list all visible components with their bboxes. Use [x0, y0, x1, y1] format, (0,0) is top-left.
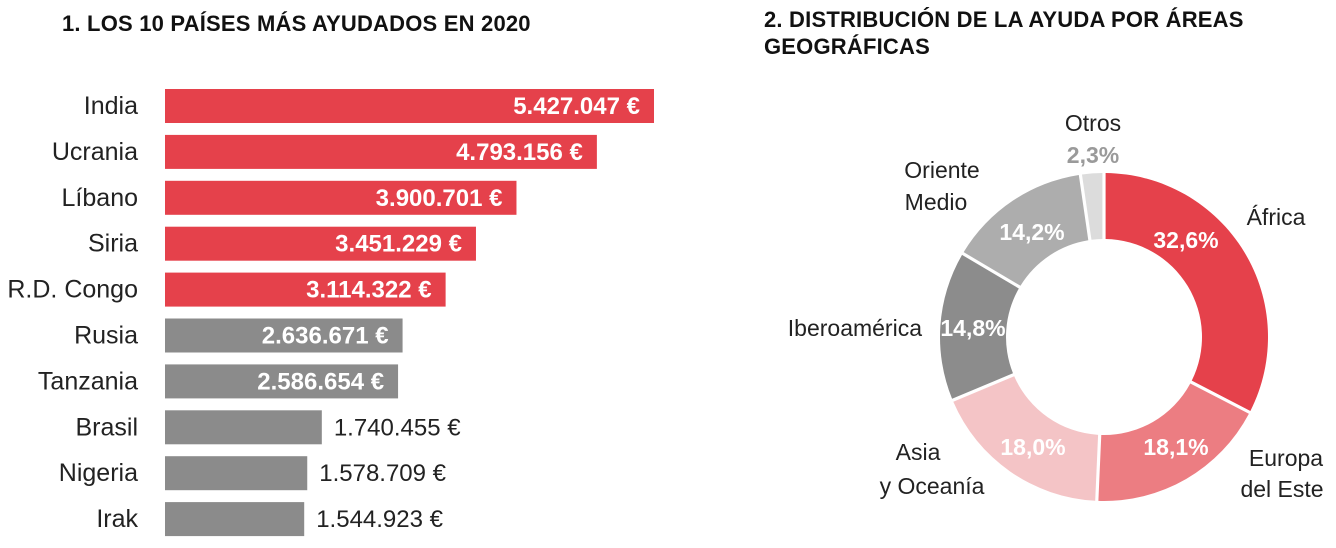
- bar: [165, 180, 517, 215]
- bar-value-label: 2.586.654 €: [257, 368, 384, 395]
- bar-category-label: Irak: [96, 505, 138, 533]
- donut-segment-group: África 32,6%: [1105, 173, 1306, 411]
- donut-slice-label: África: [1247, 204, 1306, 230]
- bar-value-label: 1.578.709 €: [319, 460, 446, 487]
- donut-slice-value: 18,1%: [1143, 434, 1208, 460]
- bar-category-label: Rusia: [74, 322, 138, 350]
- bar-value-label: 3.451.229 €: [335, 231, 462, 258]
- bar: [165, 410, 322, 445]
- bar-group: Irak 1.544.923 €: [96, 502, 444, 537]
- donut-slice-label: Otros: [1065, 110, 1121, 136]
- bar-group: Líbano 3.900.701 €: [62, 180, 517, 215]
- donut-slice: [1081, 173, 1103, 240]
- donut-slice-value: 18,0%: [1000, 434, 1065, 460]
- donut-slice-label: Iberoamérica: [788, 315, 922, 341]
- donut-slice-value: 14,2%: [999, 219, 1064, 245]
- bar-value-label: 1.544.923 €: [316, 506, 443, 533]
- bar-category-label: Líbano: [62, 184, 138, 212]
- bar-value-label: 2.636.671 €: [262, 323, 389, 350]
- bar-category-label: Nigeria: [59, 459, 138, 487]
- donut-segment-group: Europa del Este 18,1%: [1098, 383, 1324, 502]
- bar-value-label: 3.900.701 €: [376, 185, 503, 212]
- bar-value-label: 1.740.455 €: [334, 414, 461, 441]
- bar: [165, 89, 654, 123]
- donut-segment-group: Iberoamérica 14,8%: [788, 254, 1019, 399]
- bar: [165, 502, 305, 537]
- bar: [165, 456, 308, 491]
- donut-slice: [1105, 173, 1268, 411]
- donut-slice-value: 2,3%: [1067, 142, 1119, 168]
- bar-category-label: Siria: [88, 230, 138, 258]
- bar-category-label: R.D. Congo: [7, 276, 138, 304]
- donut-slice-label: Oriente Medio: [904, 157, 979, 215]
- donut-slice-label: Europa del Este: [1240, 445, 1323, 502]
- donut-chart-title: 2. DISTRIBUCIÓN DE LA AYUDA POR ÁREAS GE…: [764, 7, 1244, 59]
- donut-slice: [1098, 383, 1249, 501]
- donut-slice-label: Asia y Oceanía: [880, 439, 985, 499]
- bar-group: Nigeria 1.578.709 €: [59, 456, 447, 491]
- donut-slice: [963, 174, 1089, 286]
- bar: [165, 318, 403, 353]
- donut-segment-group: Otros 2,3%: [1065, 110, 1121, 240]
- bar: [165, 272, 446, 307]
- bar-group: Tanzania 2.586.654 €: [38, 364, 399, 399]
- donut-slice-value: 32,6%: [1153, 227, 1218, 253]
- donut-slice-value: 14,8%: [940, 315, 1005, 341]
- bar-value-label: 3.114.322 €: [306, 277, 431, 304]
- bar-category-label: Brasil: [75, 413, 138, 441]
- donut-slice: [953, 376, 1099, 501]
- bar-value-label: 5.427.047 €: [513, 93, 640, 120]
- bar: [165, 226, 476, 261]
- donut-segment-group: Oriente Medio 14,2%: [904, 157, 1089, 286]
- bar-chart-title: 1. LOS 10 PAÍSES MÁS AYUDADOS EN 2020: [62, 11, 531, 36]
- bar-chart: India 5.427.047 € Ucrania 4.793.156 € Líbano…: [7, 89, 654, 537]
- bar-group: India 5.427.047 €: [84, 89, 654, 123]
- bar-category-label: Ucrania: [52, 138, 138, 166]
- bar-group: Rusia 2.636.671 €: [74, 318, 403, 353]
- bar: [165, 364, 399, 399]
- bar-group: Brasil 1.740.455 €: [75, 410, 461, 445]
- bar-category-label: Tanzania: [38, 367, 138, 395]
- bar-group: Siria 3.451.229 €: [88, 226, 476, 261]
- bar-value-label: 4.793.156 €: [456, 139, 583, 166]
- bar-group: R.D. Congo 3.114.322 €: [7, 272, 446, 307]
- bar-group: Ucrania 4.793.156 €: [52, 134, 597, 169]
- donut-slice: [940, 254, 1019, 399]
- bar: [165, 134, 597, 169]
- bar-category-label: India: [84, 92, 138, 120]
- donut-segment-group: Asia y Oceanía 18,0%: [880, 376, 1099, 501]
